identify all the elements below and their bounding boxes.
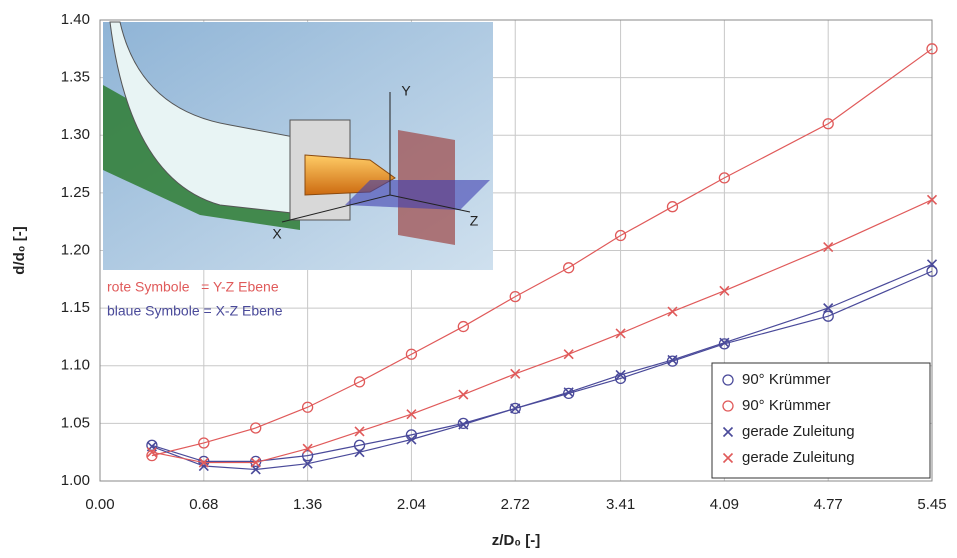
chart: 1.00 1.05 1.10 1.15 1.20 1.25 1.30 1.35 1.40 0.00… [0,0,957,558]
legend-label: gerade Zuleitung [742,449,855,466]
y-tick-label: 1.35 [61,69,90,86]
y-tick-label: 1.40 [61,11,90,28]
legend-label: gerade Zuleitung [742,423,855,440]
y-tick-label: 1.20 [61,241,90,258]
y-tick-label: 1.05 [61,414,90,431]
y-tick-label: 1.10 [61,357,90,374]
x-tick-label: 0.00 [85,496,114,513]
x-tick-label: 1.36 [293,496,322,513]
inset-image [103,22,493,270]
y-tick-label: 1.15 [61,299,90,316]
x-tick-label: 3.41 [606,496,635,513]
legend-label: 90° Krümmer [742,397,831,414]
x-tick-label: 5.45 [917,496,946,513]
y-tick-label: 1.25 [61,184,90,201]
y-tick-label: 1.30 [61,126,90,143]
legend-label: 90° Krümmer [742,371,831,388]
x-tick-label: 4.09 [710,496,739,513]
marker [459,390,468,399]
x-tick-label: 2.04 [397,496,426,513]
marker [355,448,364,457]
y-tick-label: 1.00 [61,472,90,489]
x-axis-title: z/D₀ [-] [492,532,540,549]
annotation: blaue Symbole = X-Z Ebene [107,303,283,319]
x-tick-label: 4.77 [814,496,843,513]
x-tick-label: 2.72 [501,496,530,513]
marker [564,350,573,359]
inset-label: Z [470,213,479,229]
y-axis-title: d/d₀ [-] [11,226,28,274]
marker [355,427,364,436]
annotation: rote Symbole = Y-Z Ebene [107,279,279,295]
inset-label: Y [401,83,411,99]
x-tick-label: 0.68 [189,496,218,513]
inset-label: X [272,226,282,242]
